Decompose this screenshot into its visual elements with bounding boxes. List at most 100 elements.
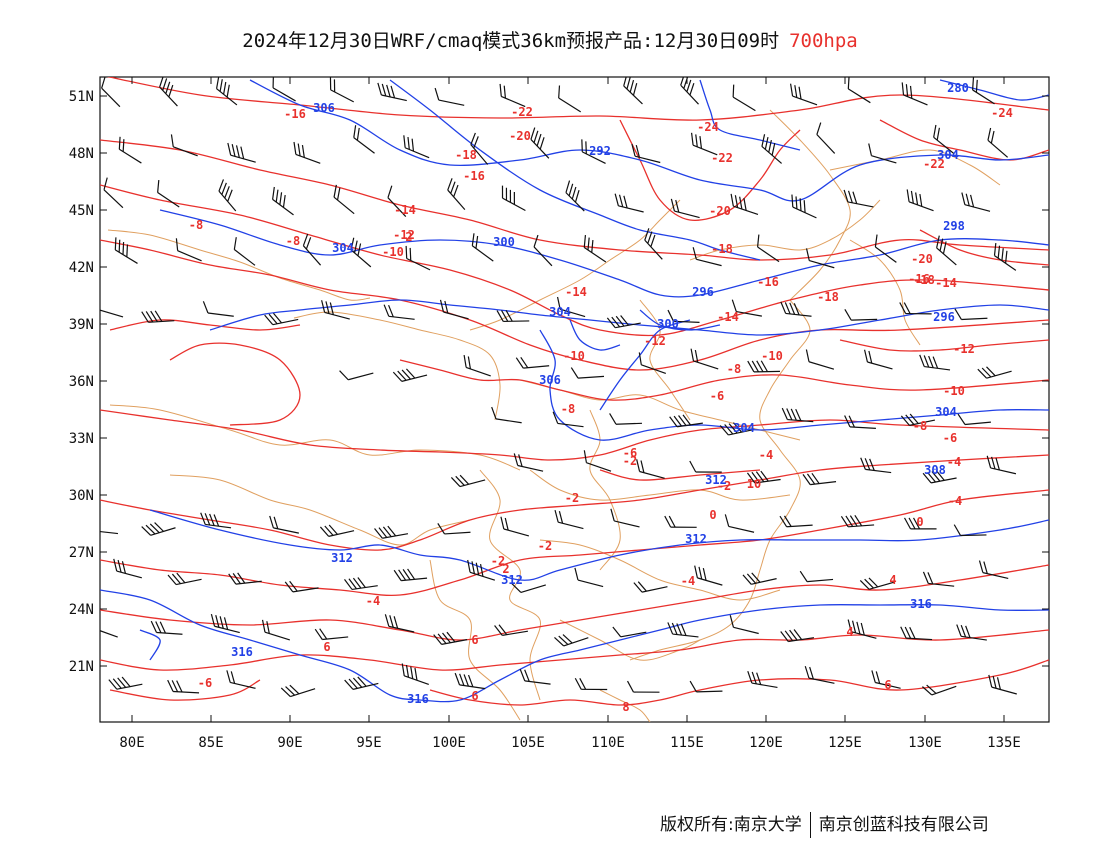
wind-barb [500, 516, 530, 537]
temperature-label: -4 [366, 594, 380, 608]
wind-barb [101, 77, 121, 108]
wind-barb [494, 624, 529, 636]
wind-barb [583, 450, 612, 472]
wind-barb [202, 301, 234, 317]
wind-barb [612, 626, 647, 638]
wind-barb [434, 87, 465, 106]
wind-barb [269, 515, 299, 534]
lon-label: 130E [908, 735, 942, 751]
temperature-label: -4 [948, 494, 962, 508]
temperature-label: -2 [623, 454, 637, 468]
temperature-label: 10 [747, 477, 761, 491]
wind-barb [377, 82, 407, 102]
map-frame [99, 76, 1050, 723]
wind-barb [558, 85, 582, 113]
wind-barb [570, 367, 605, 379]
wind-barb [900, 413, 936, 426]
wind-barb [350, 237, 372, 268]
wind-barb [467, 559, 496, 581]
temperature-label: -8 [727, 362, 741, 376]
wind-barb [403, 135, 430, 159]
boundary-line [109, 404, 521, 471]
boundary-line [589, 409, 621, 571]
province-boundaries [107, 109, 1001, 722]
wind-barb [450, 474, 486, 488]
wind-barb [344, 577, 378, 591]
lon-label: 100E [432, 735, 466, 751]
wind-barb [401, 663, 429, 686]
temperature-contour [919, 229, 1049, 266]
lat-label: 33N [69, 431, 94, 447]
temperature-label: 2 [502, 562, 509, 576]
wind-barb [374, 525, 409, 539]
wind-barb [439, 299, 469, 320]
boundary-line [107, 229, 371, 301]
wind-barb [513, 453, 544, 472]
temperature-label: -8 [286, 234, 300, 248]
wind-barb [159, 77, 178, 107]
wind-barb [638, 352, 667, 375]
height-contour [139, 629, 161, 661]
height-contour [389, 79, 761, 261]
height-label: 308 [924, 463, 946, 477]
wind-barb [742, 572, 777, 585]
wind-barb [690, 348, 719, 370]
wind-barb [816, 122, 836, 154]
wind-barb [272, 77, 296, 102]
height-label: 304 [332, 241, 354, 255]
wind-barb [871, 670, 901, 689]
wind-barb [631, 143, 661, 164]
wind-barb [694, 565, 723, 586]
lat-label: 27N [69, 545, 94, 561]
wind-barb [791, 194, 817, 219]
footer-separator [809, 812, 811, 838]
wind-barb [680, 77, 699, 105]
temperature-label: 6 [884, 678, 891, 692]
wind-barb [957, 413, 991, 426]
lat-label: 21N [69, 659, 94, 675]
temperature-label: 0 [916, 515, 923, 529]
wind-barb [844, 308, 878, 321]
temperature-contour [100, 409, 1049, 461]
boundary-line [629, 299, 811, 661]
height-label: 312 [705, 473, 727, 487]
temperature-contours [100, 77, 1049, 706]
wind-barb [293, 141, 321, 164]
wind-barb [781, 407, 814, 423]
boundary-line [169, 474, 471, 546]
height-label: 280 [947, 81, 969, 95]
temperature-label: -6 [943, 431, 957, 445]
wind-barb [847, 77, 871, 104]
height-contour [699, 79, 801, 151]
height-label: 304 [549, 305, 571, 319]
wind-barb [804, 665, 835, 684]
wind-barb [405, 245, 431, 271]
wind-barb [747, 671, 778, 689]
wind-barb [393, 568, 428, 582]
wind-barb [387, 185, 407, 217]
lon-label: 80E [119, 735, 144, 751]
wind-barb [859, 577, 895, 590]
wind-barb [922, 684, 957, 696]
wind-barb [499, 83, 526, 108]
boundary-line [769, 109, 851, 301]
wind-barb [471, 233, 494, 262]
wind-barb [633, 581, 668, 593]
lat-label: 30N [69, 488, 94, 504]
wind-barb [170, 134, 198, 157]
wind-barb [392, 368, 428, 382]
wind-barb [210, 613, 240, 634]
wind-barb [302, 233, 322, 266]
height-contour [100, 589, 1049, 703]
boundary-line [849, 239, 921, 346]
height-label: 316 [910, 597, 932, 611]
wind-barb [100, 627, 118, 638]
wind-barb [644, 228, 663, 260]
temperature-contour [599, 469, 761, 481]
lon-label: 135E [987, 735, 1021, 751]
wind-barb [664, 515, 697, 528]
temperature-label: -8 [561, 402, 575, 416]
wind-barb [511, 583, 546, 594]
temperature-label: -4 [759, 448, 773, 462]
boundary-line [293, 311, 501, 421]
